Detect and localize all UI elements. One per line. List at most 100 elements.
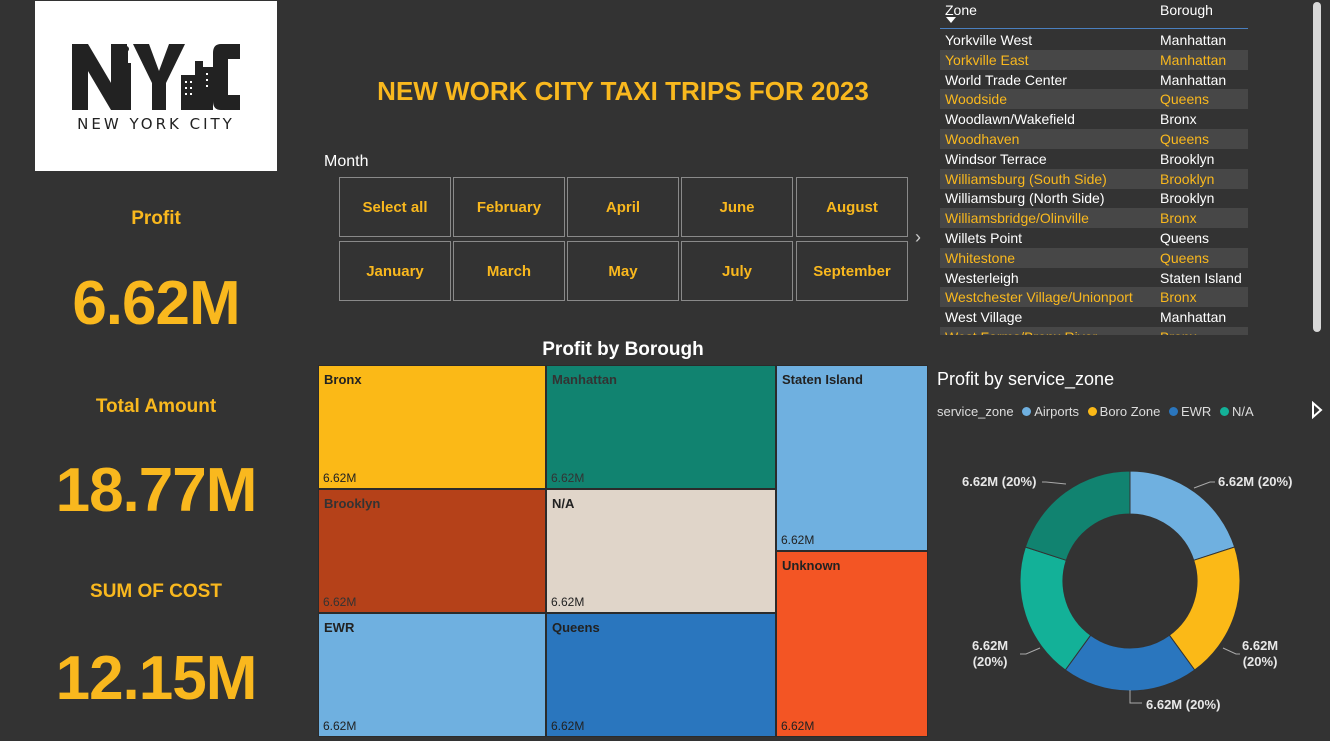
- table-row[interactable]: Willets Point Queens: [940, 228, 1248, 248]
- treemap-tile-name: Manhattan: [552, 372, 617, 387]
- month-september-button[interactable]: September: [796, 241, 908, 301]
- legend-ewr-dot-icon: [1168, 407, 1178, 416]
- table-row[interactable]: Westchester Village/Unionport Bronx: [940, 287, 1248, 308]
- month-april-button[interactable]: April: [567, 177, 679, 237]
- zone-cell: Yorkville West: [945, 32, 1033, 48]
- sort-descending-icon[interactable]: [946, 17, 956, 23]
- kpi-profit-value: 6.62M: [72, 269, 240, 338]
- zone-cell: Whitestone: [945, 249, 1016, 266]
- table-header: Zone Borough: [940, 0, 1248, 29]
- table-row[interactable]: Yorkville West Manhattan: [940, 30, 1248, 50]
- treemap-tile-value: 6.62M: [551, 719, 585, 733]
- month-may-button[interactable]: May: [567, 241, 679, 301]
- donut-legend: service_zone Airports Boro Zone EWR N/A: [937, 404, 1254, 419]
- zone-cell: West Farms/Bronx River: [945, 327, 1097, 335]
- zone-cell: Williamsburg (South Side): [945, 170, 1107, 187]
- zone-cell: Woodside: [945, 91, 1008, 108]
- kpi-total-amount-label: Total Amount: [95, 396, 217, 417]
- table-row[interactable]: Williamsburg (North Side) Brooklyn: [940, 188, 1248, 208]
- donut-label-ewr: 6.62M (20%): [1146, 697, 1221, 712]
- table-row[interactable]: Yorkville East Manhattan: [940, 49, 1248, 70]
- legend-na[interactable]: N/A: [1231, 404, 1254, 419]
- table-scrollbar[interactable]: [1313, 2, 1321, 332]
- table-row[interactable]: World Trade Center Manhattan: [940, 70, 1248, 90]
- slicer-next-chevron-icon[interactable]: ›: [915, 227, 921, 247]
- borough-cell: Manhattan: [1160, 51, 1227, 68]
- month-slicer-title: Month: [324, 153, 369, 170]
- treemap-tile-n-a[interactable]: N/A 6.62M: [546, 489, 776, 613]
- table-row[interactable]: Woodside Queens: [940, 89, 1248, 110]
- zone-cell: Willets Point: [945, 230, 1023, 246]
- legend-boro-zone[interactable]: Boro Zone: [1099, 404, 1161, 419]
- donut-slice-n-a[interactable]: [1019, 546, 1092, 671]
- table-row[interactable]: Westerleigh Staten Island: [940, 268, 1248, 288]
- zone-cell: Westchester Village/Unionport: [945, 289, 1133, 306]
- treemap-tile-brooklyn[interactable]: Brooklyn 6.62M: [318, 489, 546, 613]
- month-select-all-button[interactable]: Select all: [339, 177, 451, 237]
- treemap-tile-name: Unknown: [782, 558, 841, 573]
- table-row[interactable]: West Village Manhattan: [940, 307, 1248, 327]
- treemap-tile-staten-island[interactable]: Staten Island 6.62M: [776, 365, 928, 551]
- borough-cell: Queens: [1160, 230, 1210, 246]
- borough-cell: Brooklyn: [1160, 170, 1215, 187]
- treemap-tile-ewr[interactable]: EWR 6.62M: [318, 613, 546, 737]
- month-january-button[interactable]: January: [339, 241, 451, 301]
- borough-cell: Queens: [1160, 131, 1210, 147]
- legend-title: service_zone: [937, 404, 1014, 419]
- month-july-button[interactable]: July: [681, 241, 793, 301]
- donut-slice-boro-zone[interactable]: [1168, 546, 1241, 671]
- month-june-button[interactable]: June: [681, 177, 793, 237]
- treemap-tile-unknown[interactable]: Unknown 6.62M: [776, 551, 928, 737]
- donut-slice-other[interactable]: [1024, 470, 1131, 561]
- donut-slice-ewr[interactable]: [1064, 634, 1196, 692]
- legend-airports[interactable]: Airports: [1034, 404, 1080, 419]
- kpi-total-amount-value: 18.77M: [55, 456, 258, 525]
- borough-cell: Bronx: [1160, 210, 1197, 227]
- borough-cell: Queens: [1160, 91, 1210, 108]
- legend-ewr[interactable]: EWR: [1180, 404, 1212, 419]
- treemap-tile-name: Staten Island: [782, 372, 863, 387]
- month-february-button[interactable]: February: [453, 177, 565, 237]
- treemap-tile-value: 6.62M: [551, 471, 585, 485]
- legend-na-dot-icon: [1219, 407, 1229, 416]
- treemap-tile-name: Brooklyn: [324, 496, 381, 511]
- donut-label-boro-zone-value: 6.62M: [1242, 638, 1279, 653]
- donut-leader-lines: [1020, 481, 1240, 704]
- zone-cell: West Village: [945, 309, 1023, 326]
- zone-cell: Williamsburg (North Side): [945, 190, 1105, 207]
- treemap-tile-name: EWR: [324, 620, 355, 635]
- zone-column-header[interactable]: Zone: [945, 2, 977, 18]
- month-august-button[interactable]: August: [796, 177, 908, 237]
- donut-label-top-left: 6.62M (20%): [962, 474, 1037, 489]
- borough-column-header[interactable]: Borough: [1160, 2, 1213, 18]
- legend-next-arrow-icon[interactable]: [1311, 401, 1323, 419]
- treemap-tile-value: 6.62M: [323, 471, 357, 485]
- table-row[interactable]: Whitestone Queens: [940, 247, 1248, 268]
- zone-borough-table: Zone Borough Yorkville West Manhattan York…: [940, 0, 1250, 335]
- page-title: NEW WORK CITY TAXI TRIPS FOR 2023: [377, 76, 869, 106]
- treemap-tile-manhattan[interactable]: Manhattan 6.62M: [546, 365, 776, 489]
- month-march-button[interactable]: March: [453, 241, 565, 301]
- nyc-skyline-logo-icon: [72, 44, 240, 110]
- table-row[interactable]: Williamsburg (South Side) Brooklyn: [940, 168, 1248, 189]
- table-row[interactable]: Woodhaven Queens: [940, 129, 1248, 149]
- zone-cell: Woodhaven: [945, 131, 1020, 147]
- table-row[interactable]: West Farms/Bronx River Bronx: [940, 327, 1248, 335]
- table-row[interactable]: Williamsbridge/Olinville Bronx: [940, 208, 1248, 229]
- legend-airports-dot-icon: [1022, 407, 1032, 416]
- borough-cell: Manhattan: [1160, 32, 1227, 48]
- donut-label-airports: 6.62M (20%): [1218, 474, 1293, 489]
- donut-label-na-value: 6.62M: [972, 638, 1009, 653]
- table-row[interactable]: Windsor Terrace Brooklyn: [940, 149, 1248, 169]
- borough-cell: Brooklyn: [1160, 150, 1215, 167]
- treemap-tile-value: 6.62M: [551, 595, 585, 609]
- treemap-tile-bronx[interactable]: Bronx 6.62M: [318, 365, 546, 489]
- treemap-tile-name: N/A: [552, 496, 575, 511]
- treemap-tile-value: 6.62M: [781, 719, 815, 733]
- table-row[interactable]: Woodlawn/Wakefield Bronx: [940, 109, 1248, 129]
- treemap-tile-queens[interactable]: Queens 6.62M: [546, 613, 776, 737]
- zone-cell: Windsor Terrace: [945, 150, 1047, 167]
- kpi-profit-label: Profit: [131, 208, 181, 229]
- donut-label-na-pct: (20%): [972, 654, 1008, 669]
- treemap-tile-name: Bronx: [324, 372, 362, 387]
